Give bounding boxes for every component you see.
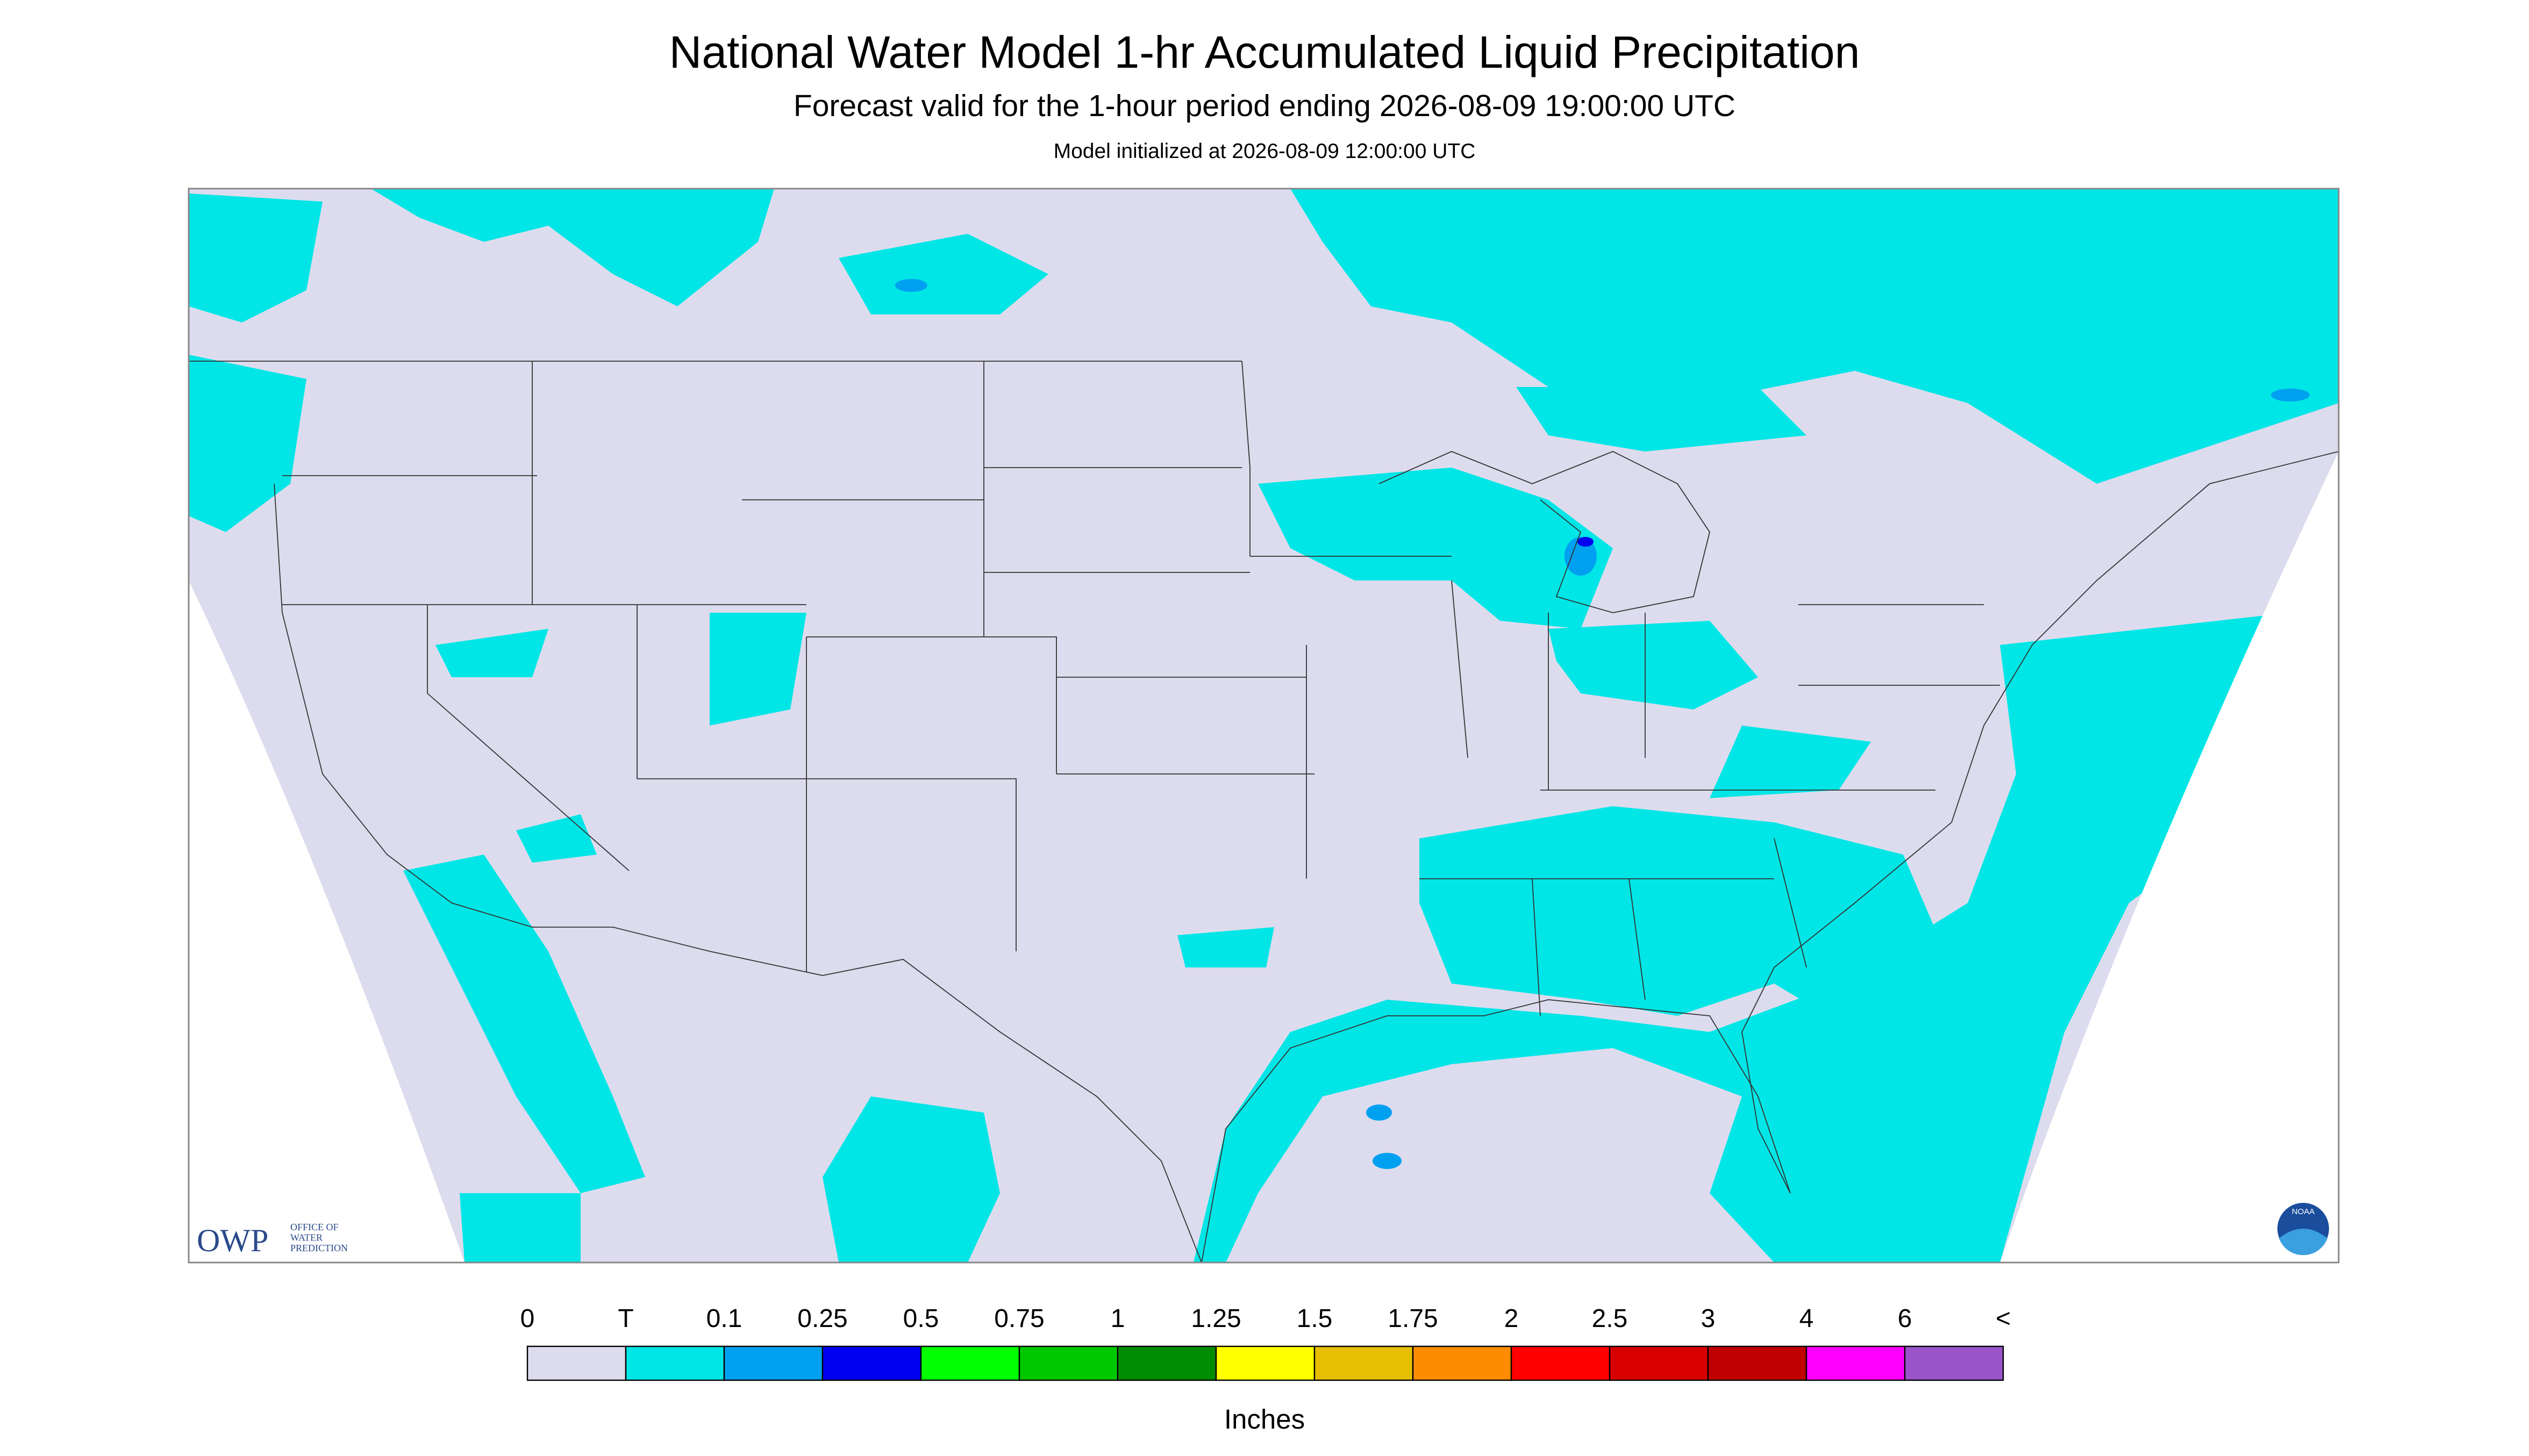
legend-label: 1.25 <box>1191 1304 1241 1333</box>
owp-logo-line: PREDICTION <box>290 1243 348 1253</box>
legend-label: 1.75 <box>1388 1304 1438 1333</box>
legend-label: 0.25 <box>797 1304 847 1333</box>
precip-heavy <box>1577 537 1594 547</box>
legend-swatch <box>1805 1345 1906 1381</box>
map-frame <box>188 188 2340 1264</box>
legend-swatch <box>1215 1345 1316 1381</box>
owp-logo: OWP <box>197 1223 268 1258</box>
legend-swatch <box>1609 1345 1709 1381</box>
boundaries <box>189 361 2339 1263</box>
precip-moderate <box>895 279 2310 1170</box>
legend-label: 0.75 <box>994 1304 1044 1333</box>
legend-swatch <box>1707 1345 1808 1381</box>
noaa-logo-wave <box>2279 1229 2327 1256</box>
legend-label: 2 <box>1504 1304 1519 1333</box>
legend-swatch <box>723 1345 824 1381</box>
legend-label: T <box>618 1304 633 1333</box>
legend-label: 0.1 <box>706 1304 742 1333</box>
legend-swatch <box>920 1345 1020 1381</box>
legend-swatch <box>1117 1345 1217 1381</box>
legend-label: 4 <box>1799 1304 1814 1333</box>
legend-unit: Inches <box>1224 1404 1305 1435</box>
legend-label: 0.5 <box>903 1304 939 1333</box>
legend-label: < <box>1996 1304 2011 1333</box>
legend-label: 6 <box>1898 1304 1912 1333</box>
legend-label: 0 <box>520 1304 535 1333</box>
owp-logo-line: OFFICE OF <box>290 1222 339 1232</box>
legend-label: 1.5 <box>1297 1304 1333 1333</box>
subtitle: Forecast valid for the 1-hour period end… <box>794 89 1735 123</box>
legend-swatch <box>1412 1345 1512 1381</box>
legend-label: 2.5 <box>1592 1304 1628 1333</box>
noaa-logo-text: NOAA <box>2292 1207 2315 1216</box>
legend-swatch <box>625 1345 725 1381</box>
precip-areas <box>189 189 2339 1263</box>
legend-swatch <box>1510 1345 1611 1381</box>
legend: 0 T 0.1 0.25 0.5 0.75 1 1.25 1.5 1.75 2 2.5 3 4 6 < <box>520 1304 2011 1381</box>
legend-label: 1 <box>1111 1304 1125 1333</box>
legend-swatch <box>1313 1345 1414 1381</box>
legend-swatch <box>1904 1345 2004 1381</box>
legend-swatch <box>526 1345 627 1381</box>
legend-swatch <box>1018 1345 1119 1381</box>
init-time: Model initialized at 2026-08-09 12:00:00… <box>1054 140 1476 163</box>
owp-logo-line: WATER <box>290 1232 323 1243</box>
title: National Water Model 1-hr Accumulated Li… <box>669 27 1860 77</box>
legend-swatch <box>821 1345 922 1381</box>
legend-label: 3 <box>1701 1304 1716 1333</box>
